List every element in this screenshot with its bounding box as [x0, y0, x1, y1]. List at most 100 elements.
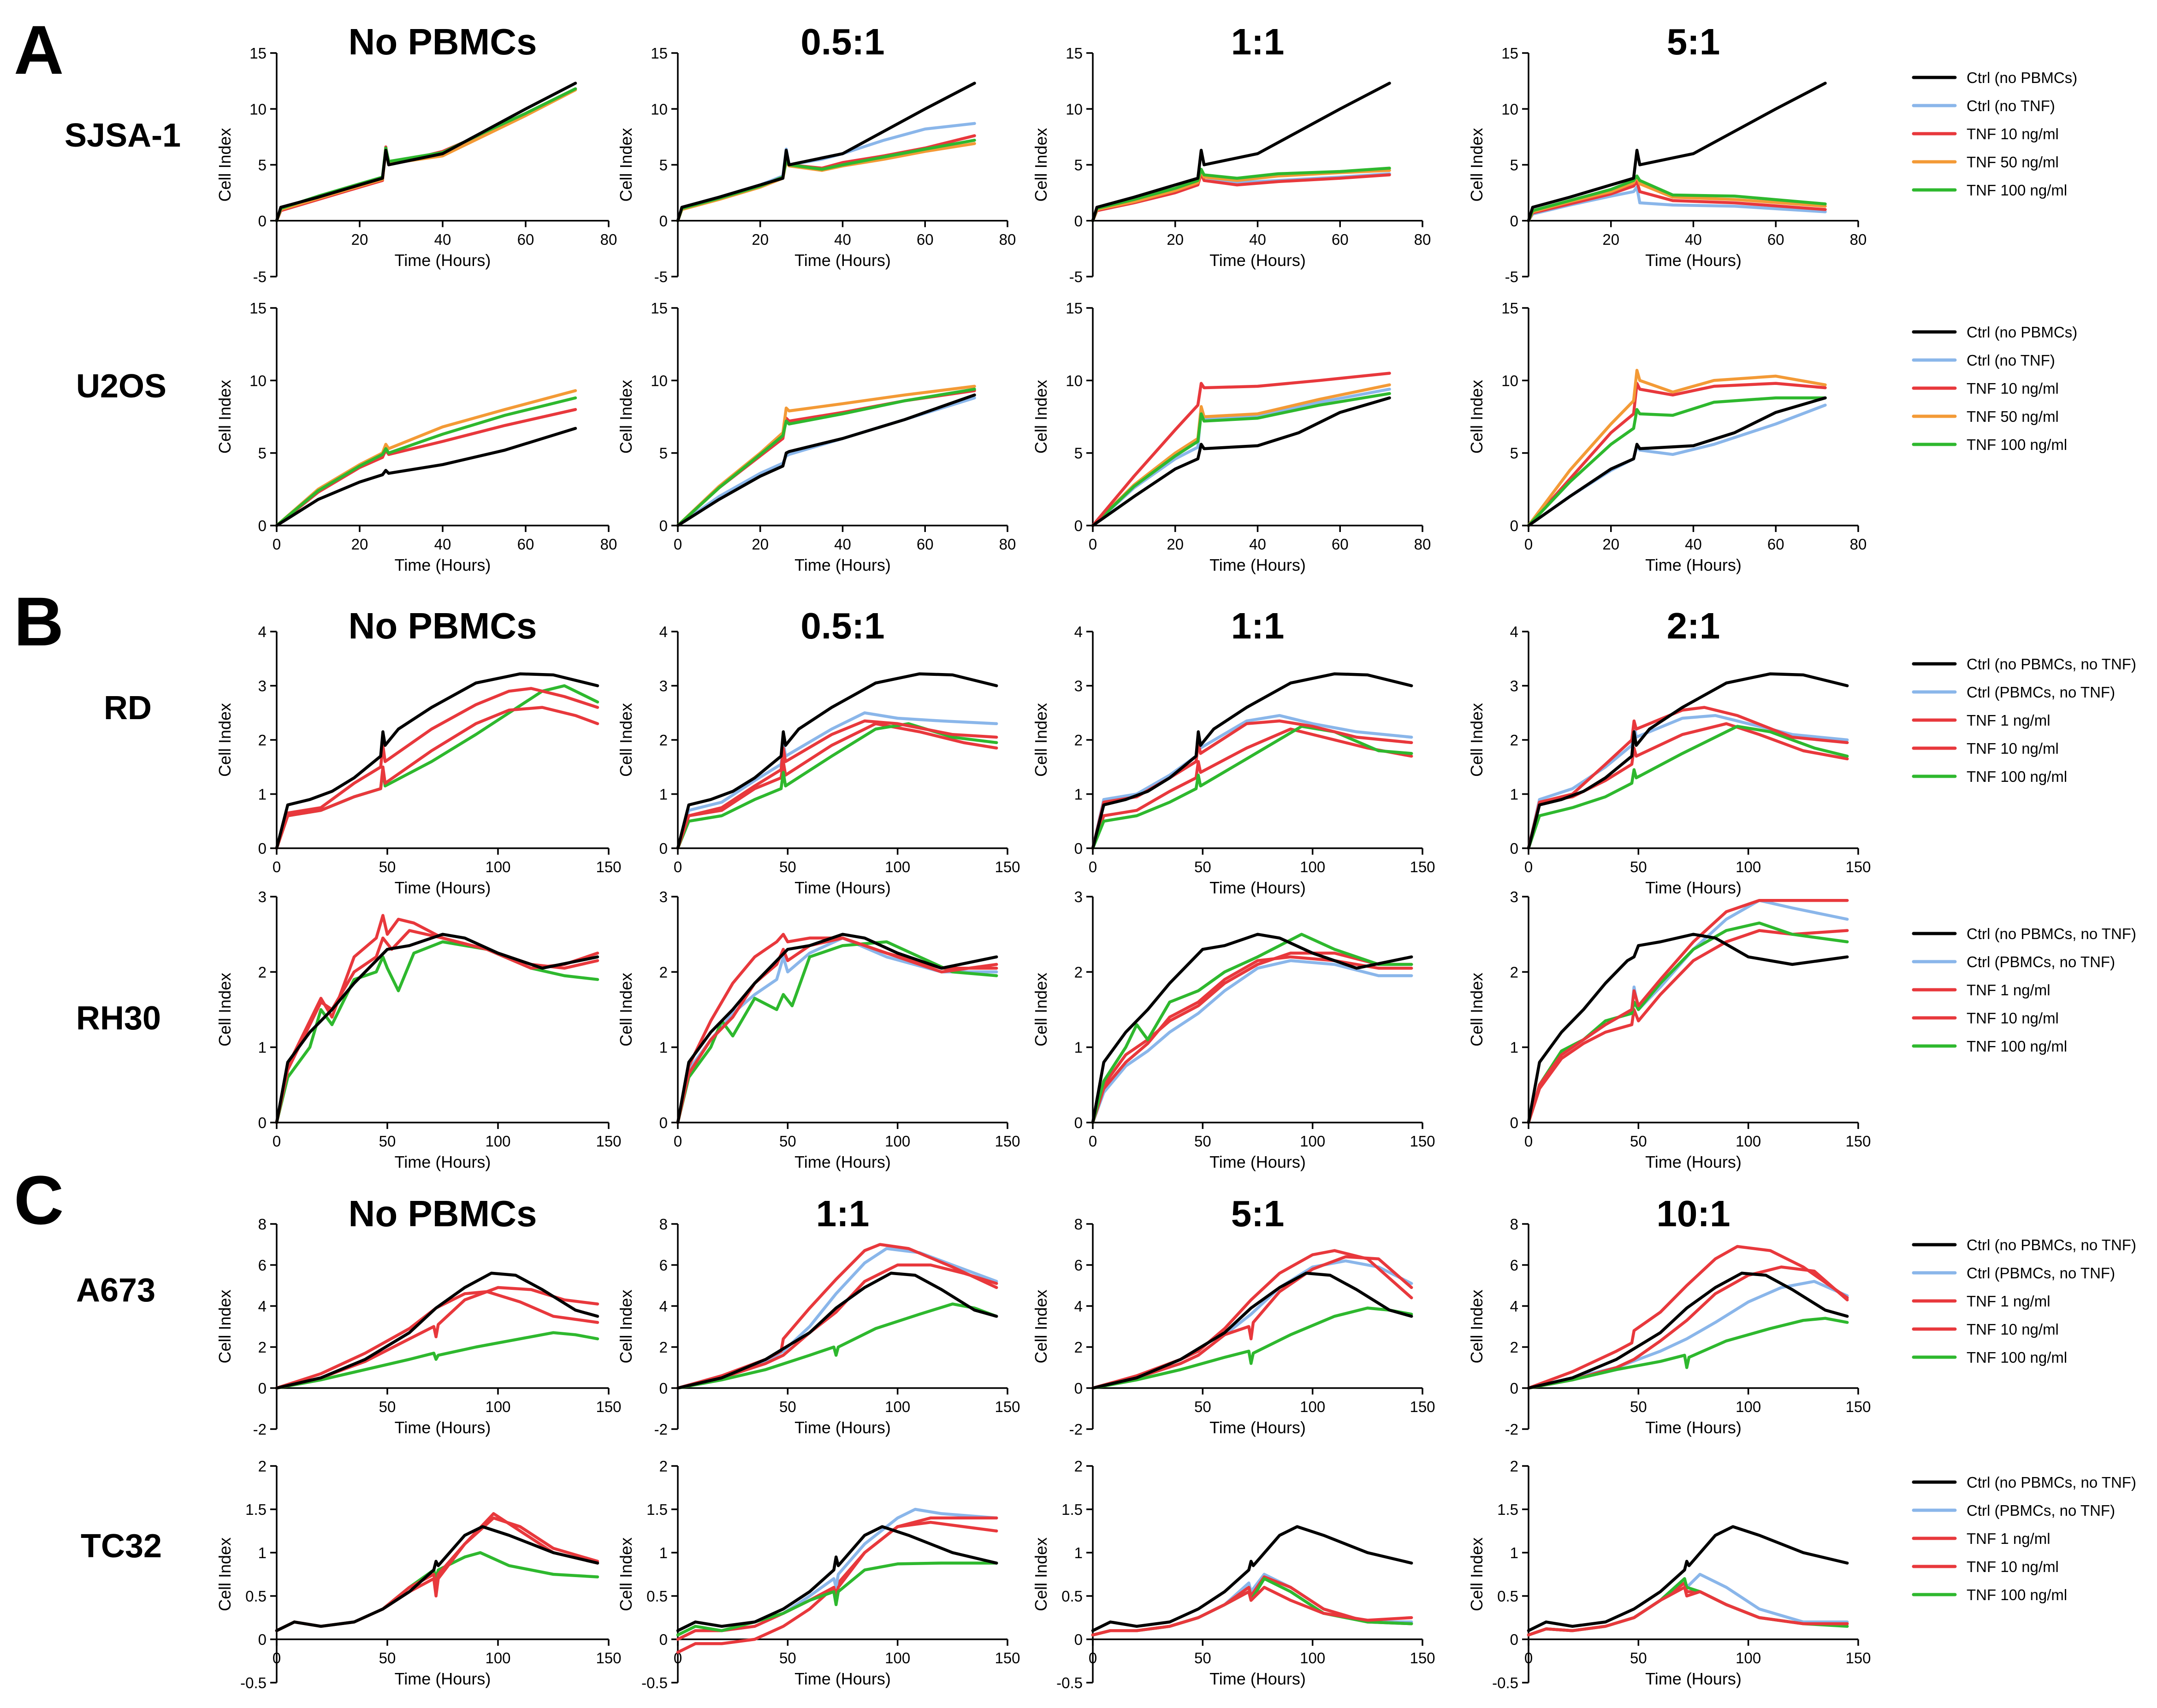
y-tick-label: 5 — [1074, 157, 1083, 174]
series-line-tnf-1-ng-ml — [1091, 952, 1413, 1124]
y-tick-label: -2 — [253, 1421, 267, 1438]
y-tick-label: 1 — [1510, 786, 1518, 803]
x-tick-label: 150 — [596, 1398, 621, 1415]
x-tick-label: 0 — [674, 1133, 682, 1150]
y-tick-label: 5 — [258, 157, 267, 174]
x-tick-label: 40 — [1685, 536, 1702, 553]
y-tick-label: 8 — [1074, 1216, 1083, 1233]
y-tick-label: 6 — [1074, 1257, 1083, 1274]
y-tick-label: 15 — [651, 300, 668, 317]
y-axis-title: Cell Index — [616, 380, 635, 454]
series-line-ctrl-pbmcs-no-tnf — [676, 1507, 998, 1641]
y-tick-label: 0 — [258, 213, 267, 230]
x-tick-label: 50 — [1194, 1398, 1211, 1415]
y-tick-label: 4 — [1074, 623, 1083, 640]
series-line-ctrl-no-pbmcs-no-tnf — [275, 672, 599, 850]
x-axis-title: Time (Hours) — [1209, 1418, 1306, 1437]
y-tick-label: 0 — [258, 1631, 267, 1648]
legend-label-ctrl-no-tnf: Ctrl (no TNF) — [1967, 352, 2055, 369]
x-axis-title: Time (Hours) — [395, 1152, 491, 1171]
y-tick-label: 0 — [1074, 517, 1083, 534]
panel-title: 2:1 — [1667, 605, 1720, 646]
x-tick-label: 40 — [1249, 231, 1266, 248]
series-line-tnf-100-ng-ml — [1527, 725, 1849, 850]
y-tick-label: 2 — [1510, 1458, 1518, 1475]
series-line-ctrl-no-pbmcs-no-tnf — [1527, 1271, 1849, 1390]
y-tick-label: 2 — [1074, 732, 1083, 749]
y-tick-label: 0 — [659, 1380, 668, 1397]
y-tick-label: -5 — [1505, 268, 1518, 285]
x-tick-label: 100 — [1736, 1133, 1761, 1150]
y-tick-label: 2 — [1510, 732, 1518, 749]
y-tick-label: 0.5 — [646, 1588, 668, 1605]
x-tick-label: 80 — [600, 536, 617, 553]
y-tick-label: 1 — [659, 1039, 668, 1056]
x-tick-label: 0 — [273, 1133, 281, 1150]
x-tick-label: 100 — [885, 858, 910, 875]
panel-title: 1:1 — [1231, 21, 1285, 62]
y-tick-label: 3 — [1074, 678, 1083, 695]
x-axis-title: Time (Hours) — [794, 556, 891, 574]
series-line-tnf-10-ng-ml — [676, 722, 998, 850]
panel-u2os-col-2: 0 5 10 15 0 20 40 60 80 Time (Hours) Cell Index — [616, 300, 1016, 574]
panel-title: 10:1 — [1656, 1193, 1730, 1234]
x-axis-title: Time (Hours) — [1209, 1669, 1306, 1688]
y-tick-label: 15 — [249, 300, 267, 317]
x-tick-label: 20 — [1602, 231, 1619, 248]
y-tick-label: 15 — [249, 45, 267, 62]
panel-title: No PBMCs — [349, 1193, 537, 1234]
x-tick-label: 150 — [995, 1649, 1020, 1667]
y-tick-label: 2 — [1074, 1339, 1083, 1356]
y-tick-label: 4 — [1074, 1298, 1083, 1315]
x-axis-title: Time (Hours) — [794, 1669, 891, 1688]
series-line-tnf-1-ng-ml — [1527, 1245, 1849, 1390]
y-axis-title: Cell Index — [1467, 703, 1486, 777]
x-tick-label: 60 — [517, 536, 534, 553]
legend-label-tnf-1-ng-ml: TNF 1 ng/ml — [1967, 712, 2050, 729]
series-line-tnf-10-ng-ml — [275, 1286, 599, 1390]
section-letter-b: B — [14, 583, 64, 660]
x-tick-label: 40 — [834, 536, 851, 553]
series-line-tnf-100-ng-ml — [275, 1331, 599, 1390]
series-line-tnf-50-ng-ml — [1527, 369, 1827, 527]
y-tick-label: 0 — [1510, 1380, 1518, 1397]
y-tick-label: 1 — [258, 1039, 267, 1056]
y-axis-title: Cell Index — [1467, 128, 1486, 201]
x-axis-title: Time (Hours) — [1209, 556, 1306, 574]
legend-label-tnf-10-ng-ml: TNF 10 ng/ml — [1967, 380, 2059, 397]
x-tick-label: 150 — [1410, 1649, 1435, 1667]
y-tick-label: 5 — [659, 157, 668, 174]
y-tick-label: 3 — [1074, 888, 1083, 905]
y-tick-label: -0.5 — [240, 1674, 267, 1691]
y-tick-label: 0 — [1510, 1631, 1518, 1648]
y-axis-title: Cell Index — [1031, 128, 1050, 201]
x-tick-label: 0 — [1089, 1649, 1097, 1667]
series-line-tnf-100-ng-ml — [676, 1302, 998, 1390]
x-tick-label: 0 — [1089, 858, 1097, 875]
series-line-tnf-100-ng-ml — [1091, 933, 1413, 1124]
y-tick-label: 0 — [1074, 213, 1083, 230]
series-line-tnf-1-ng-ml — [275, 914, 599, 1124]
x-tick-label: 100 — [885, 1649, 910, 1667]
x-tick-label: 80 — [1414, 231, 1431, 248]
x-tick-label: 40 — [834, 231, 851, 248]
x-tick-label: 150 — [995, 1398, 1020, 1415]
x-axis-title: Time (Hours) — [395, 556, 491, 574]
x-tick-label: 60 — [917, 536, 934, 553]
panel-rd-2-1: 0 1 2 3 4 0 50 100 150 Time (Hours) Cell Index 2:1 — [1467, 605, 1871, 897]
y-axis-title: Cell Index — [215, 128, 234, 201]
x-tick-label: 150 — [995, 858, 1020, 875]
panel-title: No PBMCs — [349, 605, 537, 646]
series-line-tnf-10-ng-ml — [1527, 929, 1849, 1124]
panel-tc32-col-3: -0.5 0 0.5 1 1.5 2 0 50 100 150 Time (Hours) Cell I… — [1031, 1458, 1435, 1691]
x-tick-label: 0 — [1524, 536, 1533, 553]
x-tick-label: 150 — [995, 1133, 1020, 1150]
series-line-ctrl-no-pbmcs — [1091, 396, 1391, 527]
x-axis-title: Time (Hours) — [395, 1418, 491, 1437]
x-axis-title: Time (Hours) — [1645, 251, 1742, 270]
panel-title: 1:1 — [816, 1193, 870, 1234]
section-letter-a: A — [14, 11, 64, 89]
legend-label-ctrl-no-pbmcs-no-tnf: Ctrl (no PBMCs, no TNF) — [1967, 925, 2136, 942]
y-tick-label: 0 — [659, 213, 668, 230]
series-line-ctrl-no-pbmcs — [1527, 396, 1827, 527]
